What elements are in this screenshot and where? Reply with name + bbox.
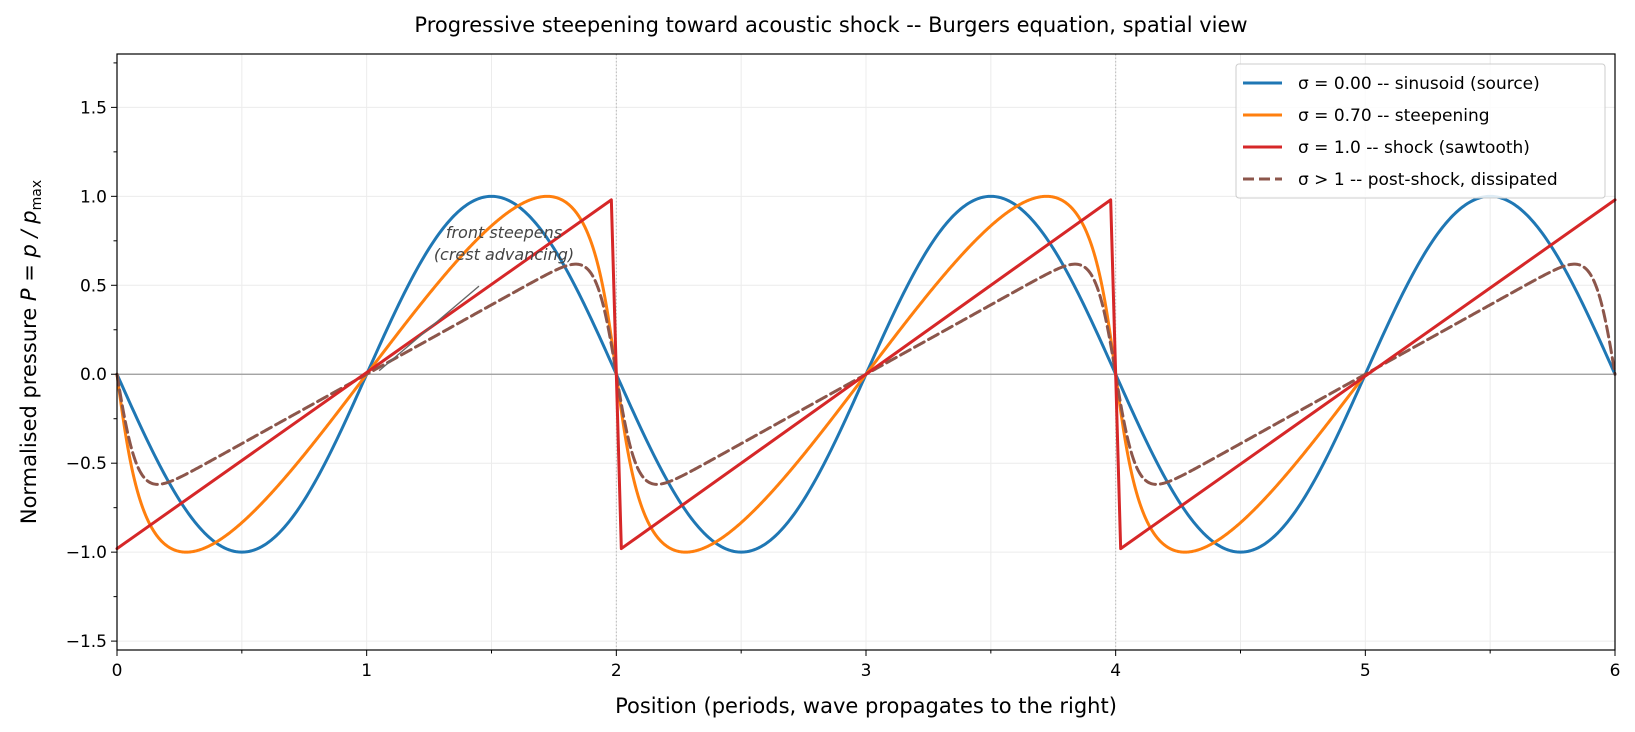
x-tick-label: 1 bbox=[361, 661, 372, 681]
x-tick-label: 2 bbox=[611, 661, 622, 681]
legend-box bbox=[1235, 63, 1606, 199]
series-line-2 bbox=[115, 194, 1367, 554]
legend-label-4: σ > 1 -- post-shock, dissipated bbox=[1298, 170, 1558, 190]
y-tick-label: 1.5 bbox=[80, 98, 107, 118]
x-tick-label: 3 bbox=[861, 661, 872, 681]
x-axis-title: Position (periods, wave propagates to th… bbox=[615, 694, 1117, 718]
x-axis-ticks: 0 1 2 3 4 5 6 bbox=[112, 650, 1621, 681]
y-axis-ticks: −1.5 −1.0 −0.5 0.0 0.5 1.0 1.5 bbox=[66, 62, 117, 652]
x-tick-label: 6 bbox=[1610, 661, 1621, 681]
legend-label-2: σ = 0.70 -- steepening bbox=[1298, 106, 1490, 126]
legend-label-3: σ = 1.0 -- shock (sawtooth) bbox=[1298, 138, 1530, 158]
series-line-3 bbox=[115, 198, 1617, 551]
y-tick-label: 0.0 bbox=[80, 365, 107, 385]
chart-title: Progressive steepening toward acoustic s… bbox=[414, 13, 1247, 37]
y-axis-title-text: Normalised pressure bbox=[17, 301, 41, 524]
annotation-text: (crest advancing) bbox=[434, 245, 574, 264]
y-axis-title: Normalised pressure P = p / pmax bbox=[17, 180, 45, 524]
y-tick-label: −1.0 bbox=[66, 543, 107, 563]
y-tick-label: 1.0 bbox=[80, 187, 107, 207]
legend: σ = 0.00 -- sinusoid (source) σ = 0.70 --… bbox=[1235, 63, 1606, 199]
y-tick-label: −1.5 bbox=[66, 632, 107, 652]
series-group bbox=[115, 194, 1617, 554]
annotation: front steepens (crest advancing) bbox=[378, 223, 574, 372]
annotation-arrow bbox=[378, 285, 480, 372]
x-tick-label: 5 bbox=[1360, 661, 1371, 681]
y-axis-title-math: P = p / p bbox=[17, 210, 41, 301]
legend-label-1: σ = 0.00 -- sinusoid (source) bbox=[1298, 74, 1540, 94]
annotation-text: front steepens bbox=[446, 223, 562, 242]
y-axis-title-subscript: max bbox=[29, 180, 45, 211]
y-tick-label: 0.5 bbox=[80, 276, 107, 296]
x-tick-label: 4 bbox=[1110, 661, 1121, 681]
y-tick-label: −0.5 bbox=[66, 454, 107, 474]
x-tick-label: 0 bbox=[112, 661, 123, 681]
